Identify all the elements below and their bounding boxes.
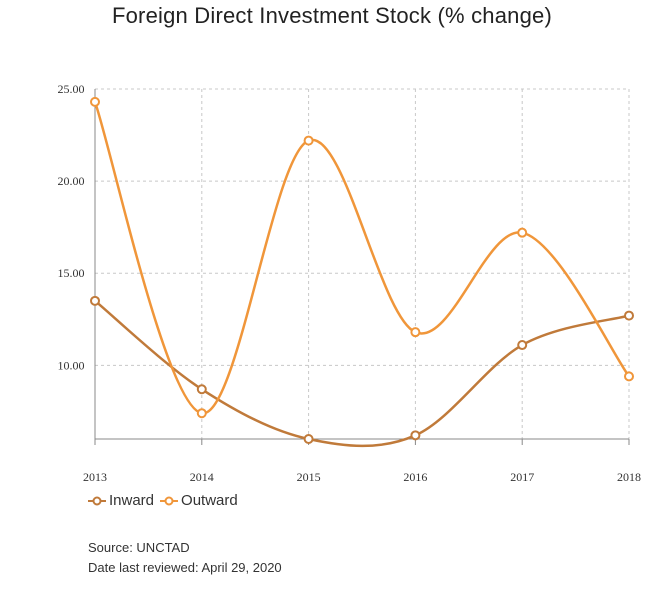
legend-label-outward: Outward: [181, 492, 238, 509]
date-reviewed-line: Date last reviewed: April 29, 2020: [88, 560, 282, 575]
x-tick-label: 2018: [617, 470, 641, 484]
point-inward-2014: [196, 384, 207, 395]
y-tick-label: 15.00: [58, 266, 85, 280]
point-outward-2018: [624, 371, 634, 382]
legend-label-inward: Inward: [109, 492, 155, 509]
point-outward-2015: [303, 135, 314, 146]
point-inward-2013: [90, 295, 100, 306]
point-inward-2018: [624, 310, 634, 321]
legend-item-outward[interactable]: Outward: [160, 492, 238, 509]
x-tick-label: 2014: [190, 470, 214, 484]
outward-swatch-icon: [160, 496, 179, 505]
x-tick-label: 2013: [83, 470, 107, 484]
x-tick-label: 2016: [403, 470, 427, 484]
inward-swatch-icon: [88, 496, 106, 505]
source-line: Source: UNCTAD: [88, 540, 190, 555]
point-outward-2017: [517, 227, 528, 238]
point-inward-2017: [517, 340, 528, 351]
x-tick-label: 2015: [297, 470, 321, 484]
y-tick-label: 20.00: [58, 174, 85, 188]
legend-item-inward[interactable]: Inward: [88, 492, 154, 509]
y-tick-label: 10.00: [58, 358, 85, 372]
source-note: Source: UNCTAD Date last reviewed: April…: [88, 538, 282, 578]
series-line-outward: [93, 101, 631, 415]
point-outward-2013: [90, 96, 100, 107]
series-line-inward: [94, 299, 630, 448]
point-outward-2016: [410, 327, 421, 338]
chart-title: Foreign Direct Investment Stock (% chang…: [111, 3, 553, 28]
x-tick-label: 2017: [510, 470, 534, 484]
legend: Inward Outward: [88, 492, 244, 509]
y-tick-label: 25.00: [58, 82, 85, 96]
point-inward-2016: [410, 430, 421, 441]
point-outward-2014: [196, 408, 207, 419]
point-inward-2015: [303, 434, 314, 444]
